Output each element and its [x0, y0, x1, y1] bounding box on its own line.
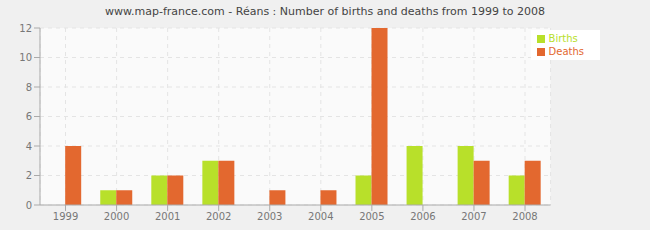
svg-text:0: 0	[26, 200, 32, 211]
svg-text:2000: 2000	[104, 211, 129, 222]
html-text:Deaths: Deaths	[548, 46, 584, 57]
svg-text:2002: 2002	[206, 211, 231, 222]
svg-text:1999: 1999	[53, 211, 78, 222]
svg-text:2007: 2007	[461, 211, 486, 222]
svg-text:4: 4	[26, 141, 32, 152]
svg-text:8: 8	[26, 82, 32, 93]
svg-text:12: 12	[19, 23, 32, 34]
svg-text:2006: 2006	[410, 211, 435, 222]
html-text:Births: Births	[548, 33, 578, 44]
html-text:www.map-france.com - Réans : N: www.map-france.com - Réans : Number of b…	[105, 5, 545, 18]
svg-text:10: 10	[19, 52, 32, 63]
svg-text:6: 6	[26, 111, 32, 122]
svg-text:2005: 2005	[359, 211, 384, 222]
svg-text:2001: 2001	[155, 211, 180, 222]
svg-text:2004: 2004	[308, 211, 333, 222]
svg-text:2008: 2008	[512, 211, 537, 222]
svg-text:2003: 2003	[257, 211, 282, 222]
svg-text:2: 2	[26, 170, 32, 181]
